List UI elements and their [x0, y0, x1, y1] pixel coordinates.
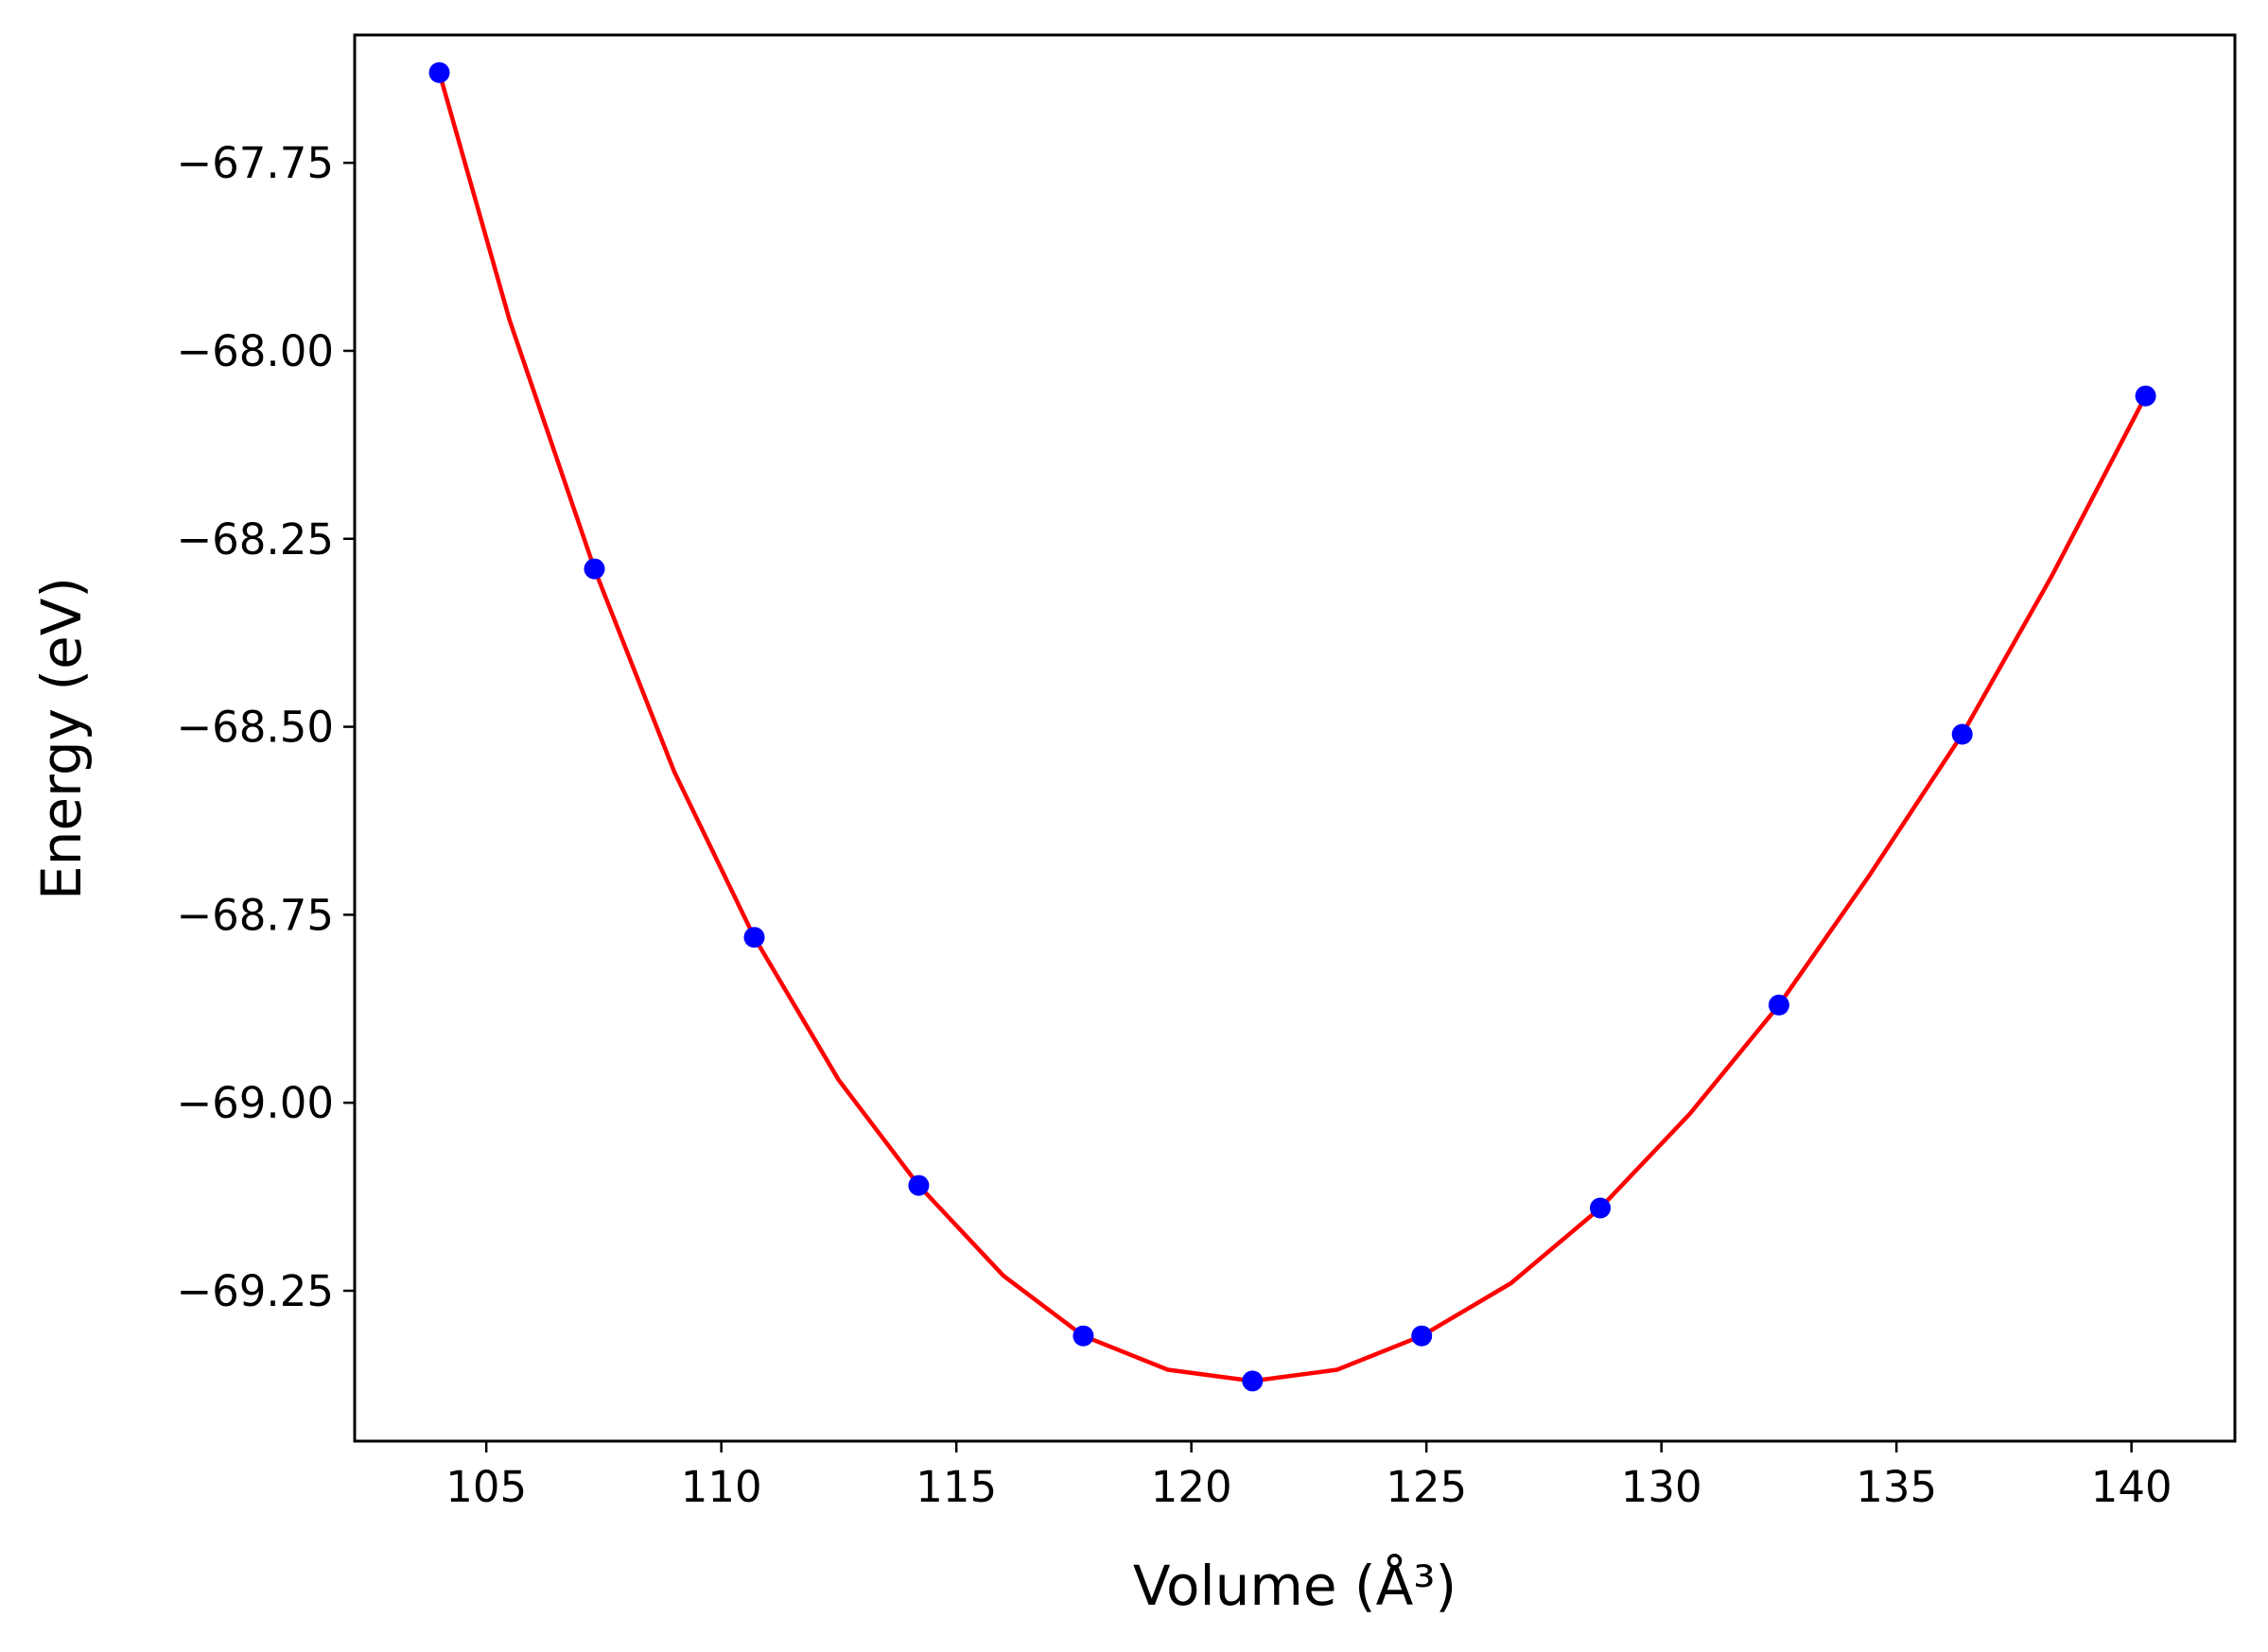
y-tick-label: −68.50 — [176, 703, 334, 753]
y-tick-label: −69.25 — [176, 1266, 334, 1316]
data-point — [1590, 1197, 1611, 1219]
data-point — [743, 927, 765, 948]
x-tick-label: 135 — [1856, 1462, 1937, 1512]
data-point — [1242, 1370, 1264, 1392]
data-points — [428, 61, 2156, 1392]
y-tick-label: −68.00 — [176, 326, 334, 376]
axis-ticks: 105 110 115 120 125 130 135 140 −67.75 −68.00 −68.… — [176, 138, 2172, 1512]
y-tick-label: −68.25 — [176, 514, 334, 565]
x-tick-label: 115 — [916, 1462, 997, 1512]
x-axis-title: Volume (Å³) — [1133, 1553, 1457, 1618]
x-tick-label: 105 — [445, 1462, 527, 1512]
data-point — [1073, 1325, 1094, 1347]
plot-frame — [353, 33, 2237, 1443]
x-tick-label: 130 — [1621, 1462, 1702, 1512]
y-axis-title: Energy (eV) — [29, 577, 94, 900]
data-point — [1768, 994, 1789, 1016]
y-tick-label: −69.00 — [176, 1078, 334, 1128]
data-point — [1951, 723, 1973, 745]
y-tick-label: −68.75 — [176, 890, 334, 940]
x-tick-label: 110 — [681, 1462, 762, 1512]
data-point — [1411, 1325, 1433, 1347]
x-tick-label: 140 — [2091, 1462, 2172, 1512]
x-tick-label: 125 — [1386, 1462, 1467, 1512]
data-point — [908, 1174, 930, 1196]
data-point — [584, 558, 605, 580]
y-tick-label: −67.75 — [176, 138, 334, 188]
data-point — [428, 61, 450, 83]
x-tick-label: 120 — [1151, 1462, 1232, 1512]
data-point — [2135, 385, 2156, 407]
